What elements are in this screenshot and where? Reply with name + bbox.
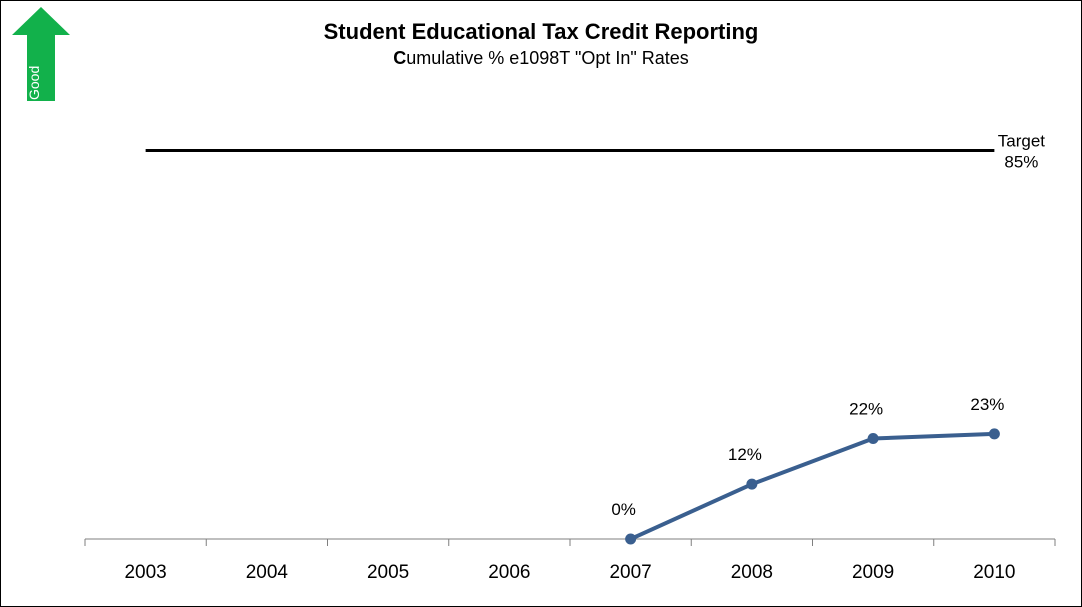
data-point	[746, 478, 758, 490]
target-label-value: 85%	[1004, 153, 1038, 172]
good-label: Good	[26, 65, 42, 100]
chart-title: Student Educational Tax Credit Reporting	[323, 19, 759, 44]
data-point	[867, 432, 879, 444]
x-tick-label: 2007	[609, 562, 651, 583]
chart-subtitle-rest: umulative % e1098T "Opt In" Rates	[406, 48, 689, 68]
x-tick-label: 2003	[124, 562, 166, 583]
x-tick-label: 2004	[246, 562, 289, 583]
series-line	[629, 431, 995, 541]
data-label: 0%	[611, 500, 636, 519]
x-tick-label: 2010	[973, 562, 1015, 583]
x-tick-label: 2009	[852, 562, 894, 583]
data-point	[625, 533, 637, 545]
target-label-title: Target	[998, 132, 1046, 151]
x-tick-label: 2005	[367, 562, 409, 583]
data-label: 22%	[849, 399, 883, 418]
good-arrow-icon	[12, 7, 70, 101]
chart-subtitle-initial: C	[393, 48, 407, 68]
data-label: 12%	[728, 445, 762, 464]
x-tick-label: 2008	[731, 562, 773, 583]
data-point	[988, 428, 1000, 440]
chart-subtitle: Cumulative % e1098T "Opt In" Rates	[1, 48, 1081, 69]
data-label: 23%	[970, 395, 1004, 414]
x-tick-label: 2006	[488, 562, 530, 583]
